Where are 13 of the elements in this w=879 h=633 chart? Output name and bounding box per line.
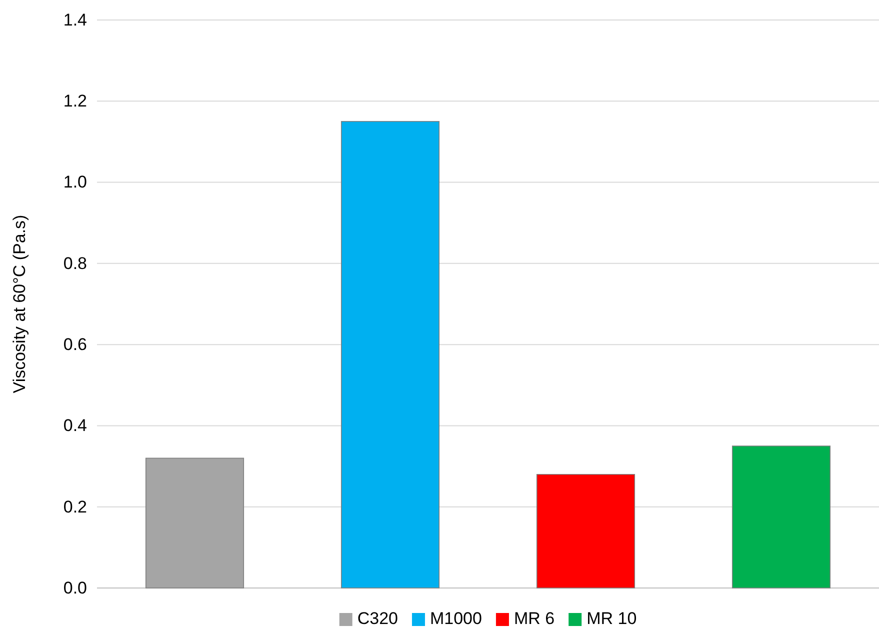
- legend-label: MR 6: [514, 609, 555, 628]
- y-axis-title: Viscosity at 60°C (Pa.s): [10, 214, 29, 394]
- y-tick-label: 0.2: [63, 497, 87, 516]
- y-tick-label: 1.0: [63, 172, 87, 192]
- legend-label: C320: [357, 609, 398, 628]
- y-tick-label: 1.4: [63, 10, 87, 30]
- legend-label: MR 10: [586, 609, 637, 628]
- y-tick-label: 0.4: [63, 416, 87, 436]
- y-tick-label: 0.8: [63, 254, 87, 273]
- y-tick-label: 0.0: [63, 578, 87, 598]
- y-tick-label: 1.2: [63, 92, 87, 111]
- legend-label: M1000: [430, 609, 482, 628]
- y-tick-label: 0.6: [63, 335, 87, 354]
